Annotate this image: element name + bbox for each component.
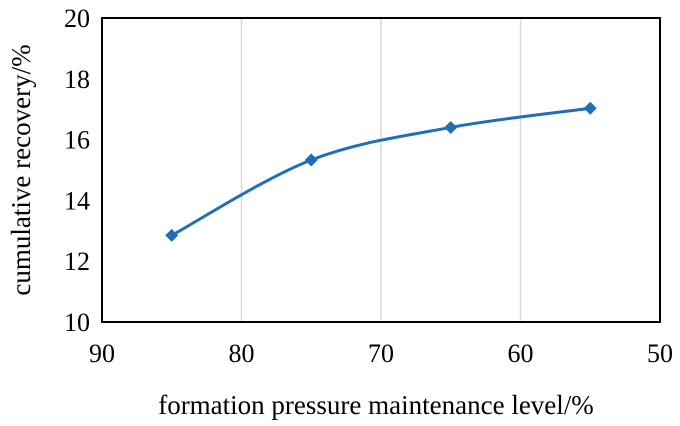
y-tick-label-18: 18 bbox=[64, 65, 90, 94]
y-tick-label-14: 14 bbox=[64, 186, 90, 215]
y-tick-label-16: 16 bbox=[64, 126, 90, 155]
data-point-marker-75 bbox=[304, 153, 318, 167]
data-point-marker-55 bbox=[583, 101, 597, 115]
y-tick-label-20: 20 bbox=[64, 4, 90, 33]
x-tick-label-90: 90 bbox=[89, 339, 115, 368]
y-tick-label-12: 12 bbox=[64, 247, 90, 276]
data-point-marker-85 bbox=[165, 228, 179, 242]
y-axis-ticks: 10 12 14 16 18 20 bbox=[64, 4, 90, 337]
plot-area-border bbox=[101, 17, 661, 323]
x-axis-title: formation pressure maintenance level/% bbox=[158, 390, 594, 420]
series-layer bbox=[165, 101, 597, 242]
x-tick-label-60: 60 bbox=[508, 339, 534, 368]
series-line-0 bbox=[170, 106, 592, 237]
y-axis-title: cumulative recovery/% bbox=[6, 44, 36, 295]
data-point-marker-65 bbox=[444, 120, 458, 134]
y-tick-label-10: 10 bbox=[64, 308, 90, 337]
grid-layer bbox=[240, 18, 522, 322]
x-axis-ticks: 90 80 70 60 50 bbox=[89, 339, 673, 368]
x-tick-label-80: 80 bbox=[229, 339, 255, 368]
x-tick-label-50: 50 bbox=[647, 339, 673, 368]
x-tick-label-70: 70 bbox=[368, 339, 394, 368]
